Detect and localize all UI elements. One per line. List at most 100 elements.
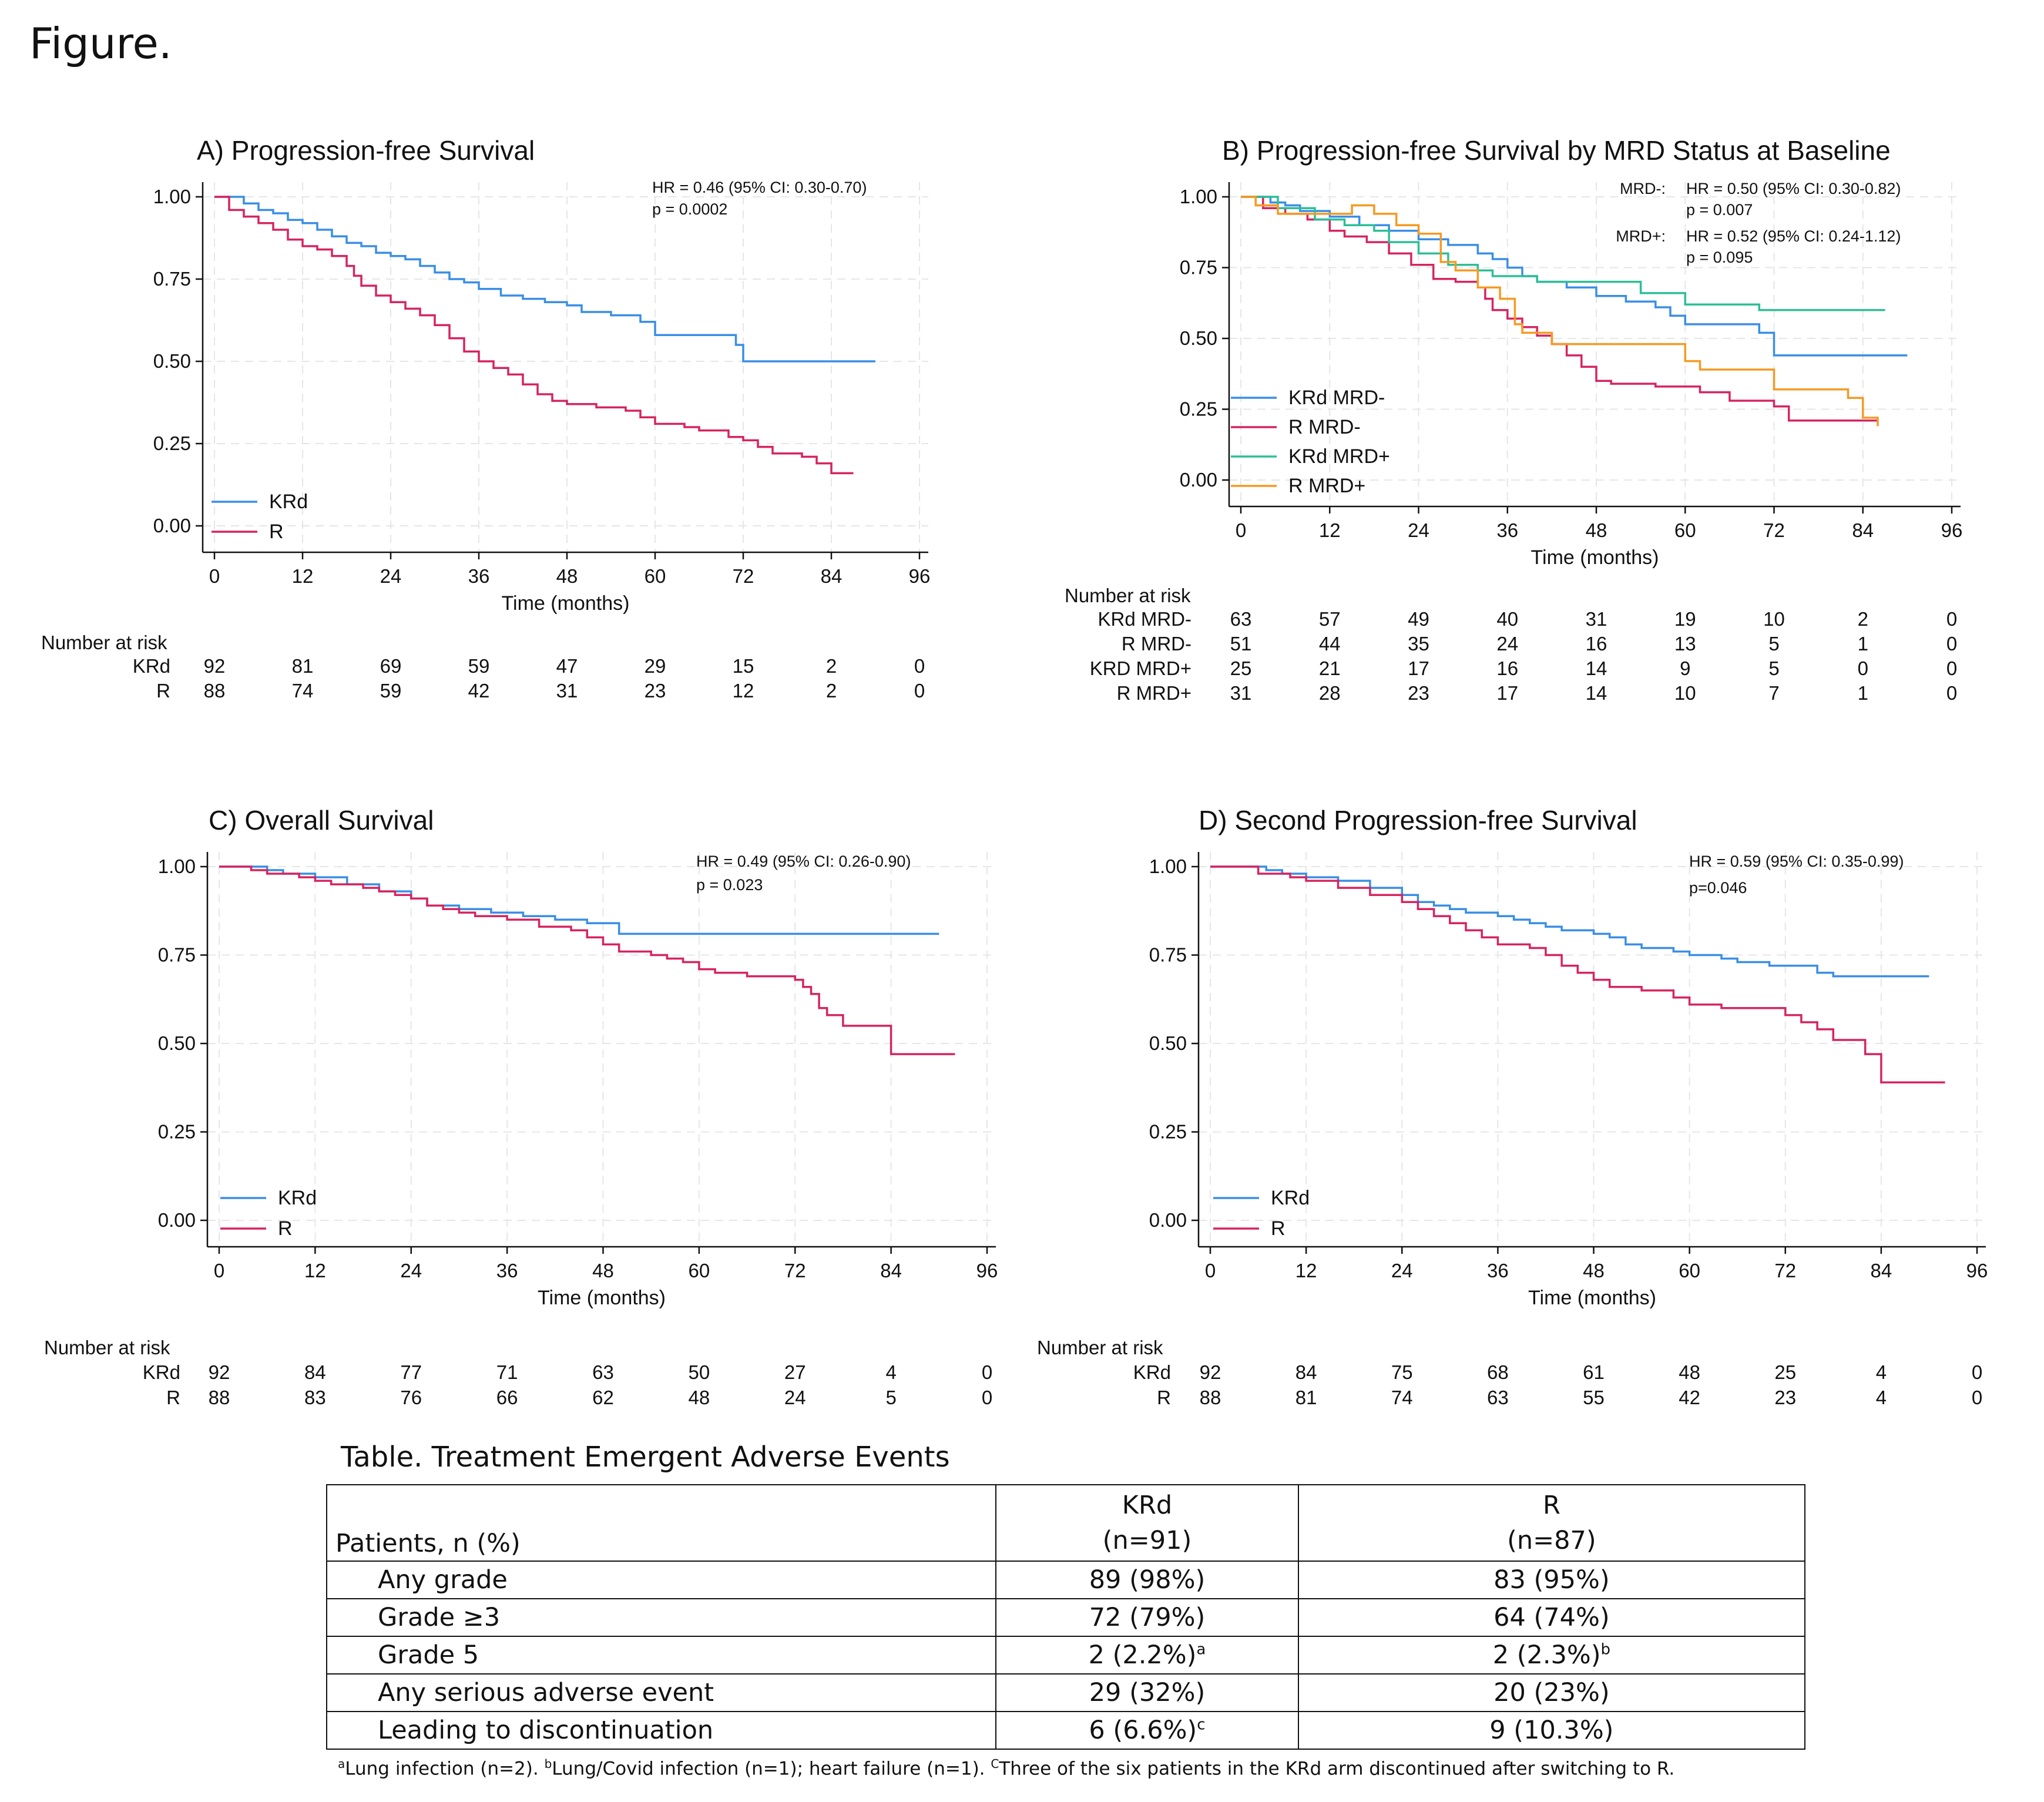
x-tick-label: 12 — [1319, 519, 1341, 541]
hr-annotation: HR = 0.46 (95% CI: 0.30-0.70) — [652, 179, 867, 196]
risk-value: 75 — [1391, 1361, 1413, 1383]
risk-value: 24 — [784, 1387, 806, 1408]
cell-value: 2 (2.3%) — [1492, 1640, 1601, 1670]
krd-cell: 89 (98%) — [995, 1561, 1299, 1599]
x-tick-label: 36 — [1487, 1260, 1509, 1281]
x-tick-label: 84 — [880, 1260, 902, 1281]
y-tick-label: 0.00 — [158, 1209, 196, 1231]
x-tick-label: 12 — [304, 1260, 326, 1281]
km-curve-r — [214, 196, 854, 475]
risk-value: 51 — [1230, 633, 1252, 655]
risk-value: 14 — [1586, 682, 1607, 704]
cell-value: 83 (95%) — [1493, 1565, 1610, 1595]
risk-value: 16 — [1496, 657, 1518, 679]
km-curve-r-mrd- — [1241, 196, 1878, 422]
risk-value: 88 — [1200, 1387, 1221, 1408]
x-tick-label: 48 — [592, 1260, 614, 1281]
y-tick-label: 0.75 — [1180, 257, 1217, 278]
footnote-mark: a — [1196, 1640, 1206, 1659]
risk-value: 0 — [914, 680, 925, 702]
risk-value: 17 — [1496, 682, 1518, 704]
risk-value: 5 — [1768, 657, 1779, 679]
hr-annotation: p = 0.095 — [1686, 249, 1753, 266]
risk-value: 84 — [1295, 1361, 1317, 1383]
x-tick-label: 84 — [1852, 519, 1874, 541]
risk-value: 2 — [1858, 608, 1868, 630]
gridlines — [203, 182, 928, 552]
row-label: Any grade — [325, 1561, 997, 1599]
table-row: Any serious adverse event 29 (32%) 20 (23%… — [325, 1673, 1806, 1712]
footnote-mark: c — [1197, 1716, 1206, 1734]
x-tick-label: 48 — [1583, 1260, 1605, 1281]
risk-value: 7 — [1768, 682, 1779, 704]
risk-value: 31 — [1230, 682, 1252, 704]
cell-value: 9 (10.3%) — [1489, 1716, 1614, 1745]
risk-value: 5 — [1768, 633, 1779, 655]
x-tick-label: 60 — [1679, 1260, 1700, 1281]
header-krd-n: (n=91) — [1102, 1526, 1192, 1555]
table-title: Table. Treatment Emergent Adverse Events — [341, 1441, 950, 1474]
hr-annotation: p=0.046 — [1689, 879, 1747, 897]
risk-value: 12 — [733, 680, 754, 702]
r-cell: 9 (10.3%) — [1297, 1711, 1806, 1750]
header-krd: KRd (n=91) — [995, 1484, 1299, 1562]
x-axis-label: Time (months) — [1531, 546, 1659, 569]
risk-row-label: KRd — [133, 655, 170, 677]
x-tick-label: 48 — [1586, 519, 1607, 541]
risk-row-label: R — [166, 1387, 180, 1408]
risk-value: 28 — [1319, 682, 1341, 704]
risk-value: 4 — [885, 1361, 896, 1383]
risk-value: 16 — [1586, 633, 1607, 655]
risk-value: 13 — [1674, 633, 1696, 655]
footnote-mark: a — [338, 1757, 345, 1771]
risk-row-label: KRd — [1133, 1361, 1171, 1383]
risk-table-title: Number at risk — [1065, 585, 1191, 606]
x-tick-label: 0 — [214, 1260, 224, 1281]
risk-row-label: R — [156, 680, 170, 702]
risk-value: 27 — [784, 1361, 806, 1383]
x-tick-label: 0 — [1205, 1260, 1216, 1281]
risk-value: 23 — [1774, 1387, 1796, 1408]
cell-value: 2 (2.2%) — [1088, 1640, 1197, 1670]
risk-value: 4 — [1876, 1387, 1887, 1408]
risk-value: 92 — [1200, 1361, 1221, 1383]
risk-value: 10 — [1763, 608, 1785, 630]
risk-value: 47 — [556, 655, 578, 677]
risk-value: 76 — [400, 1387, 422, 1408]
risk-value: 4 — [1876, 1361, 1887, 1383]
footnote-mark: b — [544, 1757, 552, 1771]
legend-label: KRd — [278, 1187, 317, 1209]
risk-value: 23 — [1408, 682, 1429, 704]
x-tick-label: 12 — [292, 565, 314, 587]
risk-value: 24 — [1496, 633, 1518, 655]
x-tick-label: 72 — [784, 1260, 806, 1281]
y-tick-label: 0.00 — [1149, 1209, 1187, 1231]
risk-value: 84 — [304, 1361, 326, 1383]
cell-value: 6 (6.6%) — [1089, 1716, 1197, 1745]
legend-label: R MRD+ — [1288, 475, 1365, 497]
panel-a-chart: A) Progression-free Survival 0.00 0.25 0.50… — [41, 135, 930, 702]
x-tick-label: 72 — [1774, 1260, 1796, 1281]
hr-annotation: MRD+: — [1616, 227, 1666, 245]
risk-value: 19 — [1674, 608, 1696, 630]
y-tick-label: 1.00 — [1149, 855, 1187, 877]
risk-value: 62 — [592, 1387, 614, 1408]
risk-table-title: Number at risk — [1037, 1337, 1163, 1358]
row-label: Leading to discontinuation — [325, 1711, 997, 1750]
risk-value: 31 — [556, 680, 578, 702]
cell-value: Grade ≥3 — [378, 1603, 501, 1632]
risk-value: 42 — [468, 680, 490, 702]
risk-value: 9 — [1680, 657, 1690, 679]
risk-value: 2 — [826, 680, 837, 702]
gridlines — [1199, 852, 1986, 1247]
x-tick-label: 12 — [1295, 1260, 1317, 1281]
cell-value: 72 (79%) — [1089, 1603, 1206, 1632]
km-curve-krd — [219, 865, 939, 935]
risk-value: 77 — [400, 1361, 422, 1383]
x-axis-label: Time (months) — [1528, 1287, 1656, 1309]
hr-annotation: HR = 0.59 (95% CI: 0.35-0.99) — [1689, 853, 1904, 870]
risk-row-label: KRd MRD- — [1097, 608, 1192, 630]
legend-label: R — [269, 521, 284, 543]
x-tick-label: 36 — [496, 1260, 518, 1281]
